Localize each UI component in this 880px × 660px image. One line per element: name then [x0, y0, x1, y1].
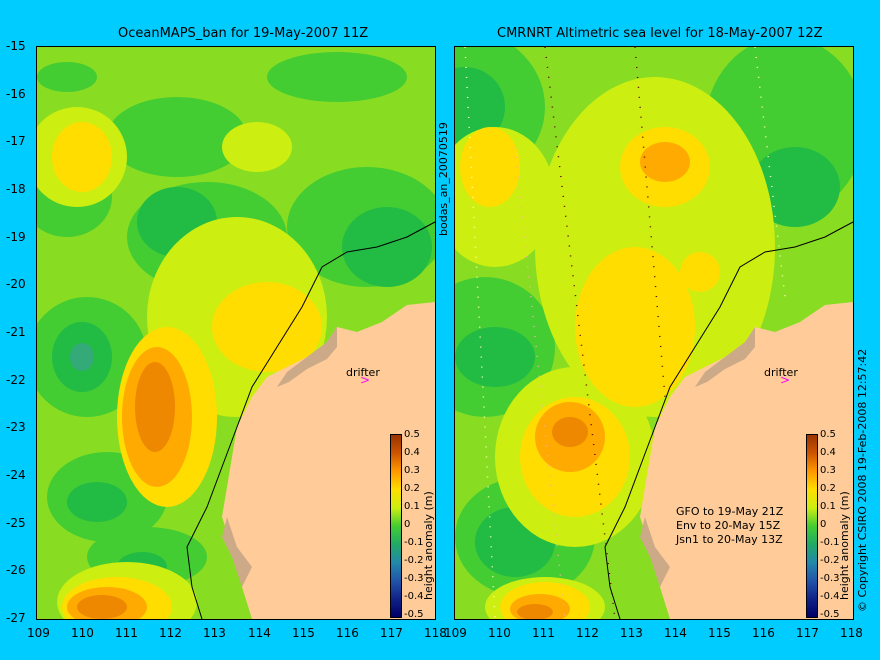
satellite-note: GFO to 19-May 21Z [676, 505, 784, 518]
colorbar-tick: 0.5 [820, 429, 836, 440]
colorbar-tick: 0 [404, 519, 411, 530]
right-map-plot [455, 47, 853, 619]
colorbar-tick: -0.1 [820, 537, 840, 548]
x-tick: 111 [115, 626, 138, 640]
right-drifter-marker: > [780, 373, 791, 387]
y-tick: -25 [6, 516, 26, 530]
x-tick: 117 [380, 626, 403, 640]
left-colorbar [390, 434, 402, 618]
x-tick: 114 [248, 626, 271, 640]
x-tick: 118 [840, 626, 863, 640]
left-colorbar-label: height anomaly (m) [422, 491, 435, 600]
y-tick: -26 [6, 563, 26, 577]
colorbar-tick: -0.5 [404, 609, 424, 620]
y-tick: -16 [6, 87, 26, 101]
x-tick: 115 [708, 626, 731, 640]
x-tick: 117 [796, 626, 819, 640]
colorbar-tick: 0.2 [820, 483, 836, 494]
colorbar-tick: 0.4 [404, 447, 420, 458]
colorbar-tick: 0.2 [404, 483, 420, 494]
y-tick: -21 [6, 325, 26, 339]
colorbar-tick: -0.2 [820, 555, 840, 566]
colorbar-tick: -0.5 [820, 609, 840, 620]
x-tick: 110 [488, 626, 511, 640]
y-tick: -18 [6, 182, 26, 196]
colorbar-tick: -0.3 [404, 573, 424, 584]
x-tick: 109 [27, 626, 50, 640]
y-tick: -22 [6, 373, 26, 387]
x-tick: 113 [620, 626, 643, 640]
y-tick: -15 [6, 39, 26, 53]
colorbar-tick: -0.1 [404, 537, 424, 548]
y-tick: -20 [6, 277, 26, 291]
left-map-panel [36, 46, 436, 620]
x-tick: 113 [203, 626, 226, 640]
y-tick: -24 [6, 468, 26, 482]
colorbar-tick: 0.5 [404, 429, 420, 440]
right-map-panel [454, 46, 854, 620]
y-tick: -27 [6, 611, 26, 625]
x-tick: 115 [292, 626, 315, 640]
x-tick: 116 [336, 626, 359, 640]
left-drifter-label: drifter [346, 366, 380, 379]
satellite-note: Jsn1 to 20-May 13Z [676, 533, 783, 546]
x-tick: 110 [71, 626, 94, 640]
colorbar-tick: -0.4 [404, 591, 424, 602]
colorbar-tick: -0.4 [820, 591, 840, 602]
right-colorbar [806, 434, 818, 618]
x-tick: 112 [159, 626, 182, 640]
left-drifter-marker: > [360, 373, 371, 387]
copyright: © Copyright CSIRO 2008 19-Feb-2008 12:57… [856, 348, 869, 612]
side-label: bodas_an_20070519 [437, 122, 450, 236]
left-map-plot [37, 47, 435, 619]
y-tick: -23 [6, 420, 26, 434]
right-drifter-label: drifter [764, 366, 798, 379]
x-tick: 118 [424, 626, 447, 640]
x-tick: 114 [664, 626, 687, 640]
colorbar-tick: 0.3 [820, 465, 836, 476]
colorbar-tick: 0.3 [404, 465, 420, 476]
x-tick: 112 [576, 626, 599, 640]
right-map-title: CMRNRT Altimetric sea level for 18-May-2… [497, 26, 823, 41]
colorbar-tick: -0.2 [404, 555, 424, 566]
satellite-note: Env to 20-May 15Z [676, 519, 781, 532]
colorbar-tick: -0.3 [820, 573, 840, 584]
colorbar-tick: 0.4 [820, 447, 836, 458]
colorbar-tick: 0 [820, 519, 827, 530]
right-colorbar-label: height anomaly (m) [838, 491, 851, 600]
y-tick: -17 [6, 134, 26, 148]
left-map-title: OceanMAPS_ban for 19-May-2007 11Z [118, 26, 369, 41]
colorbar-tick: 0.1 [820, 501, 836, 512]
y-tick: -19 [6, 230, 26, 244]
x-tick: 109 [444, 626, 467, 640]
colorbar-tick: 0.1 [404, 501, 420, 512]
x-tick: 111 [532, 626, 555, 640]
x-tick: 116 [752, 626, 775, 640]
